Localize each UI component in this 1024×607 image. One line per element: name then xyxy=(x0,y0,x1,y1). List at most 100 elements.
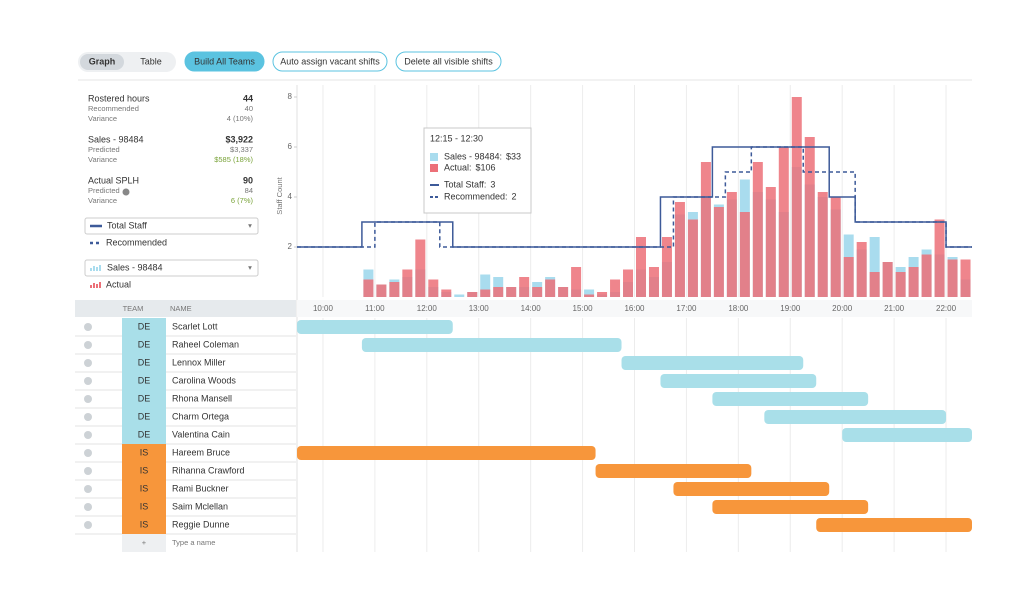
column-header: TEAM xyxy=(123,304,144,313)
legend-swatch xyxy=(90,285,92,288)
add-row[interactable]: + xyxy=(142,538,147,547)
team: IS xyxy=(140,447,149,457)
bar xyxy=(700,162,711,297)
tab[interactable]: Graph xyxy=(89,56,116,66)
bar xyxy=(778,147,789,297)
remove-button[interactable] xyxy=(84,413,92,421)
bar xyxy=(934,219,945,297)
button-label[interactable]: Delete all visible shifts xyxy=(404,56,493,66)
tab[interactable]: Table xyxy=(140,56,162,66)
team-cell xyxy=(122,354,166,372)
button[interactable] xyxy=(184,51,265,72)
remove-button[interactable] xyxy=(84,431,92,439)
x-tick-label: 21:00 xyxy=(884,304,905,313)
bar xyxy=(921,254,932,297)
team: DE xyxy=(138,411,151,421)
y-axis-label: Staff Count xyxy=(275,176,284,214)
remove-button[interactable] xyxy=(84,467,92,475)
team-cell xyxy=(122,408,166,426)
tooltip-value: 3 xyxy=(490,179,495,189)
remove-button[interactable] xyxy=(84,323,92,331)
select-caret: ▾ xyxy=(248,263,252,272)
team-cell xyxy=(122,480,166,498)
bar xyxy=(908,267,919,297)
shift[interactable] xyxy=(842,428,972,442)
button[interactable] xyxy=(272,51,388,72)
remove-button[interactable] xyxy=(84,503,92,511)
stat-value: 44 xyxy=(243,93,253,103)
tooltip-label: Sales - 98484: xyxy=(444,151,502,161)
bar xyxy=(467,292,478,297)
bar xyxy=(584,289,595,297)
stat-sub-label: Variance xyxy=(88,155,117,164)
remove-button[interactable] xyxy=(84,395,92,403)
team: DE xyxy=(138,321,151,331)
bar xyxy=(869,272,880,297)
team-cell xyxy=(122,318,166,336)
shift[interactable] xyxy=(621,356,804,370)
column-header: NAME xyxy=(170,304,192,313)
stat-sub-value: 84 xyxy=(245,186,253,195)
x-tick-label: 16:00 xyxy=(624,304,645,313)
bar xyxy=(687,219,698,297)
button-label[interactable]: Auto assign vacant shifts xyxy=(280,56,380,66)
x-tick-label: 19:00 xyxy=(780,304,801,313)
bar xyxy=(623,269,634,297)
remove-button[interactable] xyxy=(84,341,92,349)
bar xyxy=(869,237,880,297)
legend-swatch xyxy=(96,284,98,288)
series-select[interactable] xyxy=(84,217,259,235)
shift[interactable] xyxy=(712,392,869,406)
tooltip-label: Actual: xyxy=(444,162,472,172)
bar xyxy=(506,287,517,297)
button[interactable] xyxy=(395,51,502,72)
tooltip-title: 12:15 - 12:30 xyxy=(430,133,483,143)
x-tick-label: 12:00 xyxy=(417,304,438,313)
shift[interactable] xyxy=(764,410,947,424)
table-header xyxy=(75,300,296,317)
legend-swatch xyxy=(96,267,98,271)
bar xyxy=(363,279,374,297)
bar xyxy=(726,192,737,297)
name: Hareem Bruce xyxy=(172,447,230,457)
shift[interactable] xyxy=(361,338,622,352)
remove-button[interactable] xyxy=(84,377,92,385)
team: IS xyxy=(140,501,149,511)
x-tick-label: 13:00 xyxy=(469,304,490,313)
bar xyxy=(882,262,893,297)
bar xyxy=(648,267,659,297)
stat-sub-value: $585 (18%) xyxy=(214,155,253,164)
shift[interactable] xyxy=(712,500,869,514)
series-select[interactable] xyxy=(84,259,259,277)
shift[interactable] xyxy=(595,464,752,478)
remove-button[interactable] xyxy=(84,359,92,367)
tab-active[interactable] xyxy=(80,54,124,70)
bar xyxy=(674,202,685,297)
legend-label: Total Staff xyxy=(107,220,147,230)
x-tick-label: 15:00 xyxy=(573,304,594,313)
y-tick-label: 8 xyxy=(288,92,293,101)
bar xyxy=(597,292,608,297)
remove-button[interactable] xyxy=(84,521,92,529)
stat-value: 90 xyxy=(243,175,253,185)
stat-sub-label: Predicted xyxy=(88,145,120,154)
team: IS xyxy=(140,465,149,475)
button-label[interactable]: Build All Teams xyxy=(194,56,255,66)
shift[interactable] xyxy=(297,320,453,334)
bar xyxy=(960,259,971,297)
step-line xyxy=(297,146,972,248)
bar xyxy=(584,294,595,297)
remove-button[interactable] xyxy=(84,449,92,457)
team: DE xyxy=(138,357,151,367)
x-tick-label: 20:00 xyxy=(832,304,853,313)
shift[interactable] xyxy=(816,518,972,532)
x-tick-label: 17:00 xyxy=(676,304,697,313)
remove-button[interactable] xyxy=(84,485,92,493)
bar xyxy=(752,162,763,297)
shift[interactable] xyxy=(297,446,596,460)
shift[interactable] xyxy=(673,482,830,496)
name-input[interactable]: Type a name xyxy=(172,538,215,547)
team-cell xyxy=(122,516,166,534)
shift[interactable] xyxy=(660,374,817,388)
